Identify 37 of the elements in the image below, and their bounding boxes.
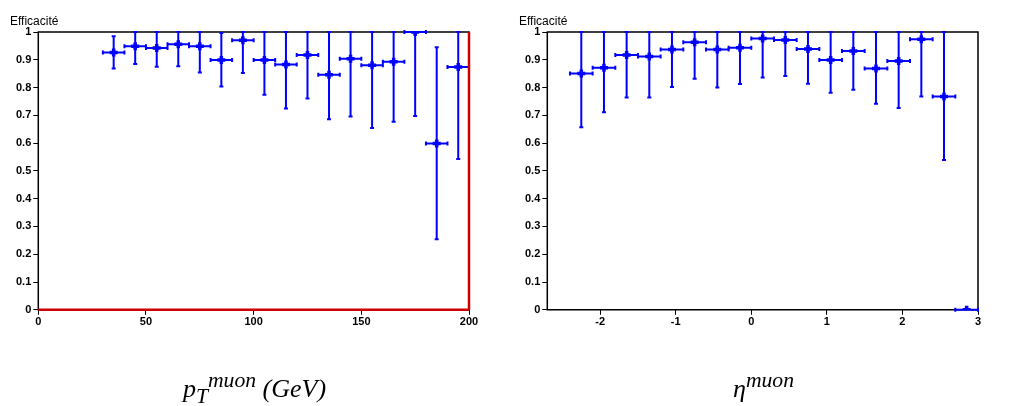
y-tick-label: 0.8	[524, 80, 541, 93]
x-tick-label: -2	[595, 315, 606, 328]
y-tick-label: 0.1	[524, 275, 541, 288]
y-tick-label: 0.7	[15, 108, 32, 121]
y-tick-label: 1	[534, 25, 541, 38]
y-tick-label: 0.6	[15, 136, 32, 149]
x-tick-label: 2	[899, 315, 906, 328]
y-tick-label: 0.6	[524, 136, 541, 149]
y-tick-label: 0.3	[15, 219, 32, 232]
x-axis-title: η$^{muon}$	[732, 368, 795, 404]
y-tick-label: 0	[25, 302, 32, 315]
x-tick-label: 200	[459, 315, 479, 328]
y-tick-label: 0.3	[524, 219, 541, 232]
x-tick-label: 0	[35, 315, 42, 328]
x-tick-label: 100	[244, 315, 263, 328]
x-axis-title: p$_{T}$$^{muon}$ (GeV)	[180, 368, 328, 406]
y-tick-label: 0.5	[524, 163, 541, 176]
y-tick-label: 0.5	[15, 163, 32, 176]
y-tick-label: 0.4	[524, 191, 542, 204]
y-tick-label: 0	[534, 302, 541, 315]
y-axis-title: Efficacité	[10, 14, 59, 28]
x-tick-label: -1	[670, 315, 681, 328]
y-tick-label: 0.9	[15, 52, 32, 65]
x-tick-label: 3	[974, 315, 982, 328]
x-tick-label: 1	[823, 315, 830, 328]
y-tick-label: 0.1	[15, 275, 32, 288]
y-tick-label: 0.2	[15, 247, 32, 260]
x-tick-label: 0	[748, 315, 755, 328]
y-tick-label: 0.7	[524, 108, 541, 121]
y-tick-label: 1	[25, 25, 32, 38]
y-tick-label: 0.9	[524, 52, 541, 65]
y-tick-label: 0.2	[524, 247, 541, 260]
x-tick-label: 50	[139, 315, 153, 328]
y-tick-label: 0.8	[15, 80, 32, 93]
x-tick-label: 150	[352, 315, 371, 328]
y-axis-title: Efficacité	[519, 14, 568, 28]
y-tick-label: 0.4	[15, 191, 33, 204]
